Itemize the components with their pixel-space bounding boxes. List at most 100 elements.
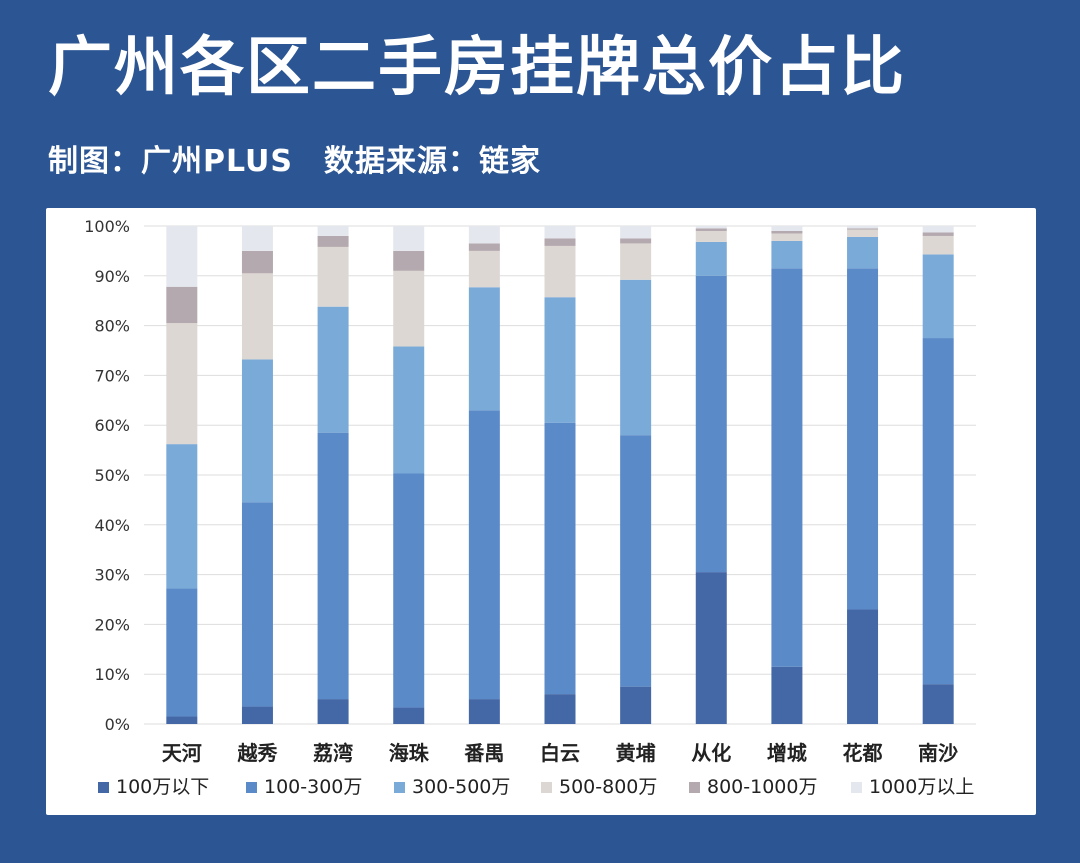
bar-segment [317,226,349,236]
bar-segment [241,250,273,274]
y-tick-label: 20% [94,615,130,634]
bar-segment [922,338,954,685]
bar-segment [771,666,803,724]
legend-swatch [394,782,405,793]
x-category-label: 花都 [843,741,883,765]
x-category-label: 天河 [162,741,202,765]
bar-segment [620,279,652,436]
bar-segment [847,228,879,230]
bar-segment [695,241,727,276]
bar-segment [317,432,349,700]
bar-segment [847,609,879,724]
bar-segment [317,246,349,307]
bar-segment [847,229,879,237]
legend-label: 100-300万 [264,776,362,798]
bar-segment [544,297,576,423]
legend-label: 300-500万 [412,776,510,798]
bar-segment [241,502,273,707]
bar-segment [922,232,954,236]
bar-segment [620,226,652,239]
bar-segment [166,588,198,717]
bar-segment [468,243,500,251]
bar-segment [771,268,803,667]
y-tick-label: 40% [94,516,130,535]
bar-segment [544,226,576,239]
x-category-label: 番禺 [463,741,504,765]
bar-segment [771,233,803,241]
x-category-label: 荔湾 [313,741,353,765]
bar-segment [241,359,273,503]
bar-segment [544,238,576,246]
bar-segment [317,235,349,247]
x-category-label: 海珠 [389,741,430,765]
bar-segment [847,236,879,269]
bar-segment [922,226,954,233]
bar-segment [468,250,500,288]
bar-segment [922,254,954,339]
bar-segment [468,226,500,244]
bar-segment [241,273,273,360]
bar-segment [317,306,349,433]
bar-segment [468,287,500,411]
legend-swatch [246,782,257,793]
legend-swatch [541,782,552,793]
x-category-label: 白云 [540,741,580,765]
bar-segment [241,226,273,251]
y-tick-label: 0% [105,715,130,734]
bar-segment [922,235,954,255]
bar-segment [468,699,500,724]
bar-segment [695,230,727,242]
bar-segment [166,323,198,445]
legend-label: 1000万以上 [869,776,974,798]
legend-label: 100万以下 [116,776,209,798]
bar-segment [771,230,803,234]
x-category-label: 从化 [691,741,731,765]
bar-segment [620,435,652,687]
bar-segment [847,268,879,610]
legend-swatch [689,782,700,793]
x-category-label: 南沙 [918,741,958,765]
y-tick-label: 10% [94,665,130,684]
bar-segment [393,473,425,708]
bar-segment [166,226,198,287]
y-tick-label: 100% [84,217,130,236]
y-tick-label: 60% [94,416,130,435]
bar-segment [393,346,425,474]
bar-segment [393,270,425,347]
y-tick-label: 80% [94,317,130,336]
y-tick-label: 50% [94,466,130,485]
legend-swatch [851,782,862,793]
x-category-label: 黄埔 [616,741,656,765]
bar-segment [166,444,198,589]
bar-segment [771,226,803,231]
bar-segment [695,226,727,229]
bar-segment [620,238,652,244]
bar-segment [317,699,349,724]
bar-segment [166,716,198,724]
bar-segment [544,694,576,724]
legend-label: 500-800万 [559,776,657,798]
y-tick-label: 30% [94,566,130,585]
bar-segment [393,226,425,251]
chart-panel: 0% 10% 20% 30% 40% 50% 60% 70% 80% 90% 100% 天河 越秀 荔湾 海… [46,208,1036,815]
legend-swatch [98,782,109,793]
bar-segment [241,706,273,724]
bar-segment [544,422,576,695]
legend-label: 800-1000万 [707,776,817,798]
bar-segment [468,410,500,700]
bar-segment [922,684,954,724]
bar-segment [393,707,425,724]
x-category-label: 增城 [767,741,807,765]
bar-segment [393,250,425,271]
bar-segment [695,228,727,231]
page-subtitle: 制图：广州PLUS 数据来源：链家 [48,144,542,179]
bar-segment [695,572,727,724]
bar-segment [544,245,576,298]
bar-segment [771,240,803,269]
bar-segment [847,226,879,229]
bar-segment [620,686,652,724]
stacked-bar-chart: 0% 10% 20% 30% 40% 50% 60% 70% 80% 90% 100% 天河 越秀 荔湾 海… [84,217,976,798]
x-category-label: 越秀 [236,741,277,765]
y-tick-label: 90% [94,267,130,286]
y-tick-label: 70% [94,366,130,385]
